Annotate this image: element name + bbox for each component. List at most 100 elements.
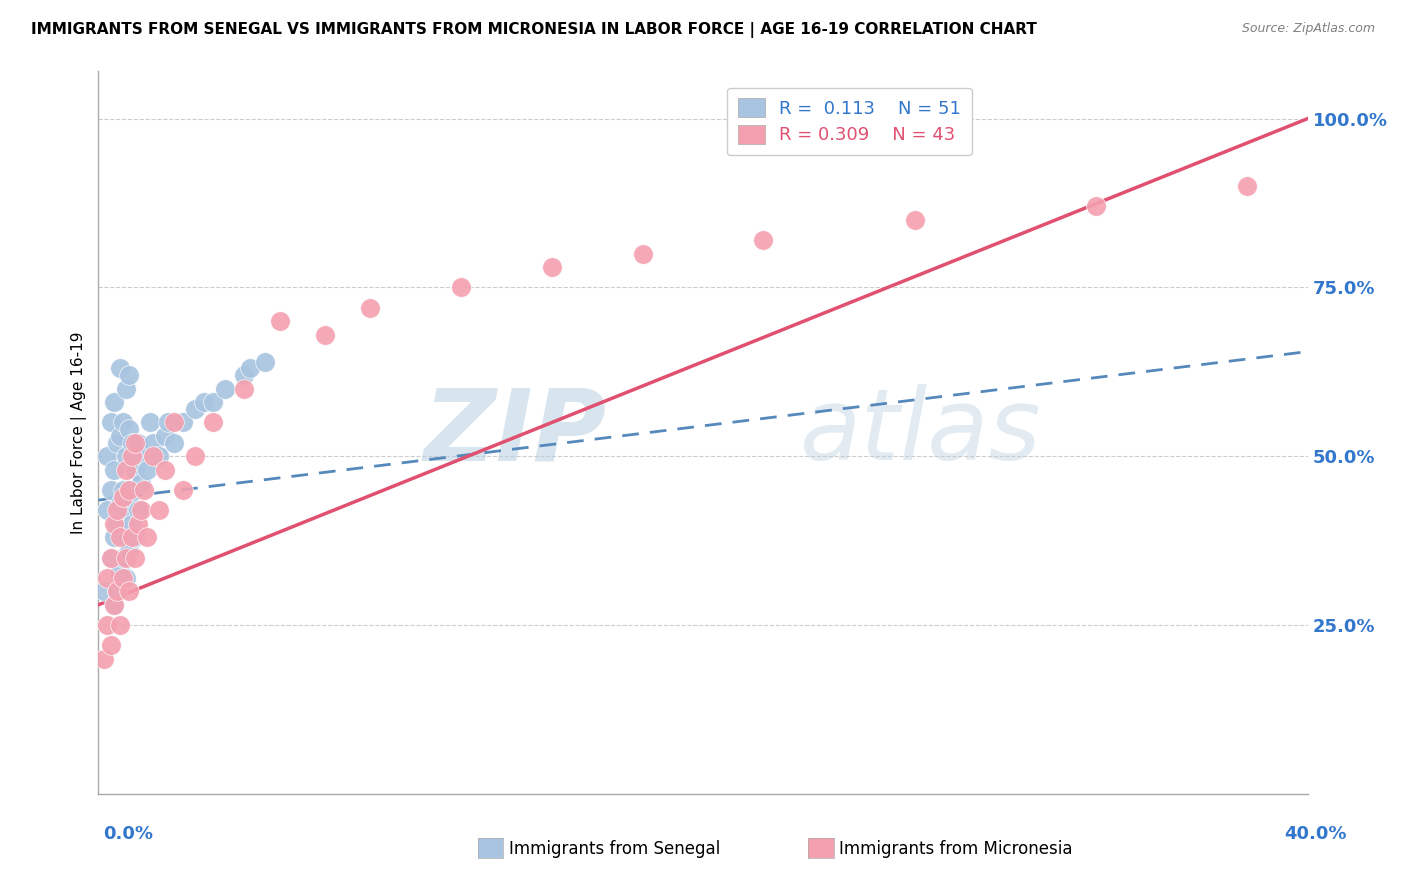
Point [127, 503, 149, 517]
Point [114, 503, 136, 517]
Point [153, 463, 176, 477]
Point [172, 416, 194, 430]
Point [239, 361, 262, 376]
Point [108, 496, 131, 510]
Point [121, 449, 143, 463]
Point [118, 368, 141, 383]
Point [148, 449, 170, 463]
Point [103, 530, 125, 544]
Point [121, 435, 143, 450]
Point [450, 280, 472, 294]
Point [269, 314, 291, 328]
Point [96, 618, 118, 632]
Y-axis label: In Labor Force | Age 16-19: In Labor Force | Age 16-19 [72, 331, 87, 534]
Point [118, 543, 141, 558]
Point [105, 516, 128, 531]
Point [114, 382, 136, 396]
Point [103, 395, 125, 409]
Point [1236, 179, 1258, 194]
Point [193, 395, 215, 409]
Point [124, 530, 146, 544]
Point [105, 435, 128, 450]
Point [163, 435, 186, 450]
Point [135, 463, 157, 477]
Point [108, 361, 131, 376]
Point [360, 301, 382, 315]
Point [121, 516, 143, 531]
Point [253, 355, 276, 369]
Point [129, 503, 152, 517]
Point [114, 550, 136, 565]
Point [100, 638, 122, 652]
Point [118, 483, 141, 497]
Point [108, 564, 131, 578]
Point [118, 584, 141, 599]
Point [132, 483, 155, 497]
Point [124, 463, 146, 477]
Point [127, 435, 149, 450]
Point [111, 490, 134, 504]
Point [142, 435, 165, 450]
Point [96, 449, 118, 463]
Point [93, 652, 115, 666]
Point [114, 449, 136, 463]
Text: 40.0%: 40.0% [1285, 825, 1347, 843]
Point [100, 416, 122, 430]
Point [114, 571, 136, 585]
Text: IMMIGRANTS FROM SENEGAL VS IMMIGRANTS FROM MICRONESIA IN LABOR FORCE | AGE 16-19: IMMIGRANTS FROM SENEGAL VS IMMIGRANTS FR… [31, 22, 1036, 38]
Point [105, 503, 128, 517]
Point [108, 429, 131, 443]
Point [132, 449, 155, 463]
Point [129, 476, 152, 491]
Text: Source: ZipAtlas.com: Source: ZipAtlas.com [1241, 22, 1375, 36]
Point [121, 530, 143, 544]
Point [100, 483, 122, 497]
Point [100, 550, 122, 565]
Point [314, 327, 336, 342]
Text: ZIP: ZIP [423, 384, 606, 481]
Point [148, 503, 170, 517]
Point [202, 395, 225, 409]
Point [111, 416, 134, 430]
Point [118, 490, 141, 504]
Point [105, 584, 128, 599]
Point [93, 584, 115, 599]
Text: 0.0%: 0.0% [103, 825, 153, 843]
Point [124, 435, 146, 450]
Point [156, 416, 179, 430]
Point [184, 402, 207, 417]
Point [105, 584, 128, 599]
Point [631, 246, 654, 260]
Point [111, 571, 134, 585]
Point [108, 618, 131, 632]
Point [114, 463, 136, 477]
Point [96, 503, 118, 517]
Point [135, 530, 157, 544]
Point [142, 449, 165, 463]
Point [172, 483, 194, 497]
Point [1085, 199, 1108, 213]
Point [127, 516, 149, 531]
Point [139, 416, 162, 430]
Point [118, 422, 141, 436]
Point [202, 416, 225, 430]
Point [108, 530, 131, 544]
Point [163, 416, 186, 430]
Point [103, 598, 125, 612]
Legend: R =  0.113    N = 51, R = 0.309    N = 43: R = 0.113 N = 51, R = 0.309 N = 43 [727, 87, 972, 155]
Point [540, 260, 562, 275]
Point [232, 368, 254, 383]
Point [232, 382, 254, 396]
Text: atlas: atlas [800, 384, 1042, 481]
Point [103, 516, 125, 531]
Point [96, 571, 118, 585]
Point [184, 449, 207, 463]
Point [124, 550, 146, 565]
Point [904, 213, 927, 227]
Point [752, 233, 775, 247]
Point [214, 382, 236, 396]
Point [100, 550, 122, 565]
Point [111, 550, 134, 565]
Point [111, 483, 134, 497]
Point [103, 463, 125, 477]
